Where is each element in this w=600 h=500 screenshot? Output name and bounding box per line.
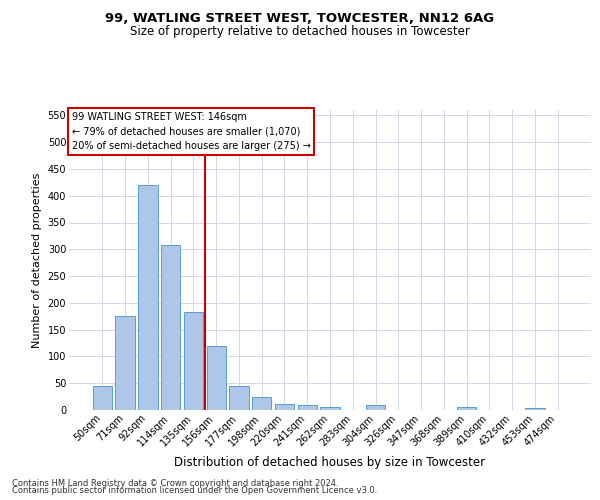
Bar [206, 346, 226, 410]
Bar [525, 408, 545, 410]
Bar [93, 386, 112, 410]
Bar [184, 312, 203, 410]
Bar [320, 408, 340, 410]
Text: 99 WATLING STREET WEST: 146sqm
← 79% of detached houses are smaller (1,070)
20% : 99 WATLING STREET WEST: 146sqm ← 79% of … [71, 112, 310, 151]
Text: Contains public sector information licensed under the Open Government Licence v3: Contains public sector information licen… [12, 486, 377, 495]
Y-axis label: Number of detached properties: Number of detached properties [32, 172, 42, 348]
Bar [161, 245, 181, 410]
Bar [138, 185, 158, 410]
Text: 99, WATLING STREET WEST, TOWCESTER, NN12 6AG: 99, WATLING STREET WEST, TOWCESTER, NN12… [106, 12, 494, 26]
Text: Size of property relative to detached houses in Towcester: Size of property relative to detached ho… [130, 25, 470, 38]
Bar [115, 316, 135, 410]
Bar [229, 386, 248, 410]
Bar [275, 404, 294, 410]
Bar [252, 396, 271, 410]
Bar [457, 408, 476, 410]
X-axis label: Distribution of detached houses by size in Towcester: Distribution of detached houses by size … [175, 456, 485, 469]
Bar [298, 404, 317, 410]
Text: Contains HM Land Registry data © Crown copyright and database right 2024.: Contains HM Land Registry data © Crown c… [12, 478, 338, 488]
Bar [366, 404, 385, 410]
